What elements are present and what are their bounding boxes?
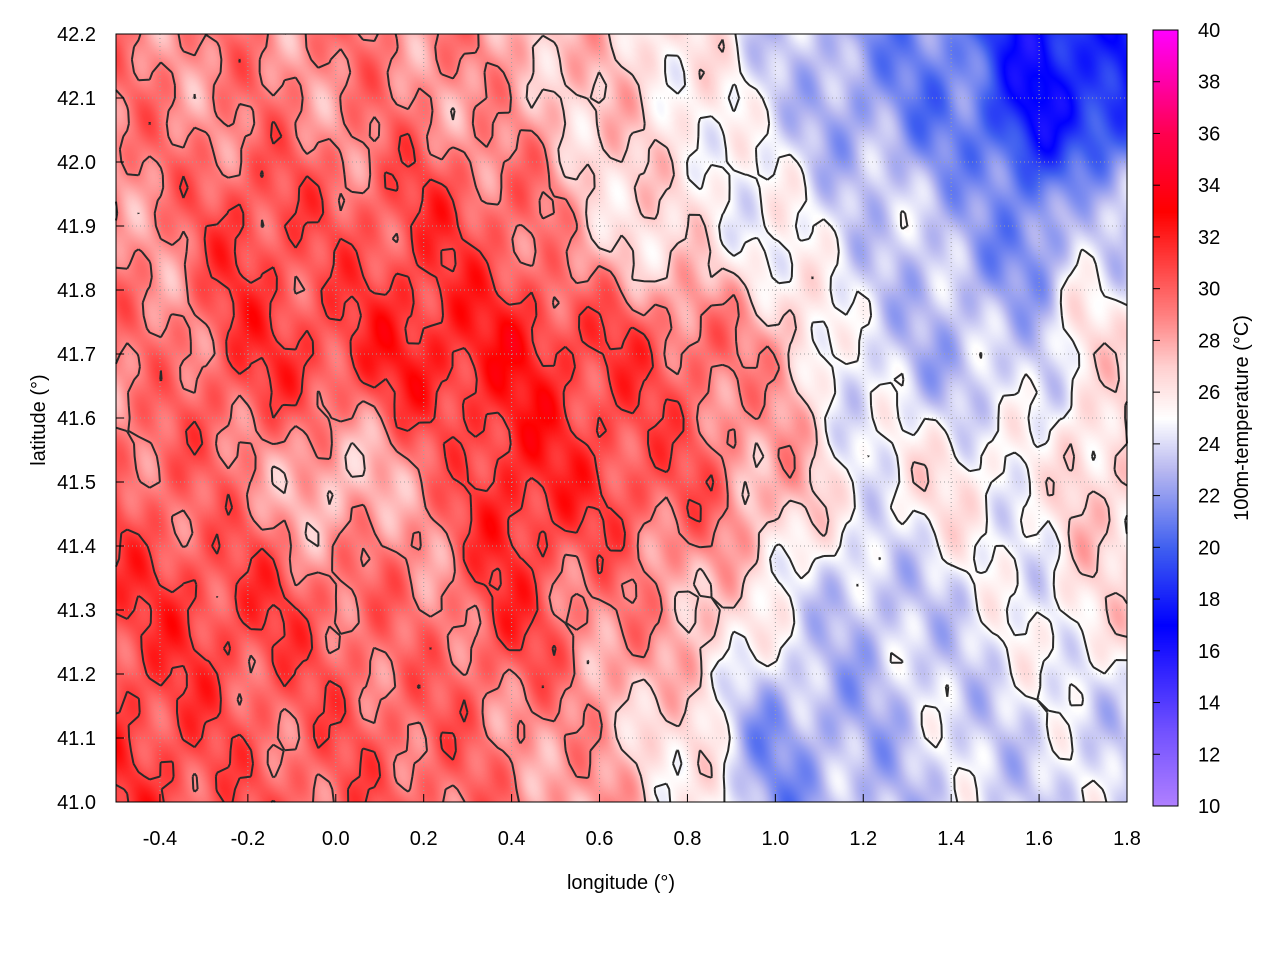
colorbar-tick-label: 32 xyxy=(1198,227,1220,249)
y-tick-label: 41.6 xyxy=(57,408,96,430)
x-tick-label: 0.2 xyxy=(410,828,438,850)
x-axis-label: longitude (°) xyxy=(567,872,675,894)
y-tick-label: 42.1 xyxy=(57,88,96,110)
x-tick-label: 1.6 xyxy=(1025,828,1053,850)
y-tick-label: 42.2 xyxy=(57,24,96,46)
plot-frame xyxy=(115,33,1128,803)
contour-line-25 xyxy=(653,33,1128,803)
colorbar-label: 100m-temperature (°C) xyxy=(1231,315,1253,521)
colorbar-frame xyxy=(1152,29,1179,807)
contour-line-29 xyxy=(115,33,796,803)
colorbar-tick-label: 16 xyxy=(1198,641,1220,663)
y-tick-label: 42.0 xyxy=(57,152,96,174)
contour-line-31 xyxy=(115,58,715,803)
colorbar-tick-label: 38 xyxy=(1198,72,1220,94)
colorbar-tick-label: 30 xyxy=(1198,279,1220,301)
colorbar-tick-label: 14 xyxy=(1198,693,1220,715)
colorbar-tick-label: 40 xyxy=(1198,20,1220,42)
y-tick-label: 41.1 xyxy=(57,728,96,750)
colorbar-gradient xyxy=(1153,30,1178,806)
x-tick-label: 0.8 xyxy=(674,828,702,850)
y-tick-label: 41.8 xyxy=(57,280,96,302)
x-tick-label: 1.0 xyxy=(761,828,789,850)
x-tick-label: 1.8 xyxy=(1113,828,1141,850)
colorbar-tick-label: 18 xyxy=(1198,589,1220,611)
x-tick-label: 1.2 xyxy=(849,828,877,850)
grid-lines xyxy=(116,34,1127,802)
colorbar-tick-label: 10 xyxy=(1198,796,1220,818)
x-tick-label: 0.0 xyxy=(322,828,350,850)
colorbar-tick-label: 34 xyxy=(1198,175,1220,197)
colorbar-tick-label: 28 xyxy=(1198,330,1220,352)
y-tick-label: 41.4 xyxy=(57,536,96,558)
y-tick-label: 41.5 xyxy=(57,472,96,494)
x-tick-label: -0.2 xyxy=(231,828,265,850)
colorbar-tick-label: 36 xyxy=(1198,123,1220,145)
y-axis-label: latitude (°) xyxy=(28,374,50,465)
x-tick-label: 0.4 xyxy=(498,828,526,850)
contour-lines xyxy=(115,33,1128,803)
y-tick-label: 41.0 xyxy=(57,792,96,814)
y-tick-label: 41.2 xyxy=(57,664,96,686)
x-tick-label: 0.6 xyxy=(586,828,614,850)
y-tick-label: 41.9 xyxy=(57,216,96,238)
y-tick-label: 41.7 xyxy=(57,344,96,366)
colorbar-tick-label: 20 xyxy=(1198,537,1220,559)
y-tick-label: 41.3 xyxy=(57,600,96,622)
colorbar-tick-label: 26 xyxy=(1198,382,1220,404)
x-tick-label: 1.4 xyxy=(937,828,965,850)
colorbar-tick-label: 12 xyxy=(1198,744,1220,766)
x-tick-label: -0.4 xyxy=(143,828,177,850)
colorbar-tick-label: 22 xyxy=(1198,486,1220,508)
colorbar-tick-label: 24 xyxy=(1198,434,1220,456)
